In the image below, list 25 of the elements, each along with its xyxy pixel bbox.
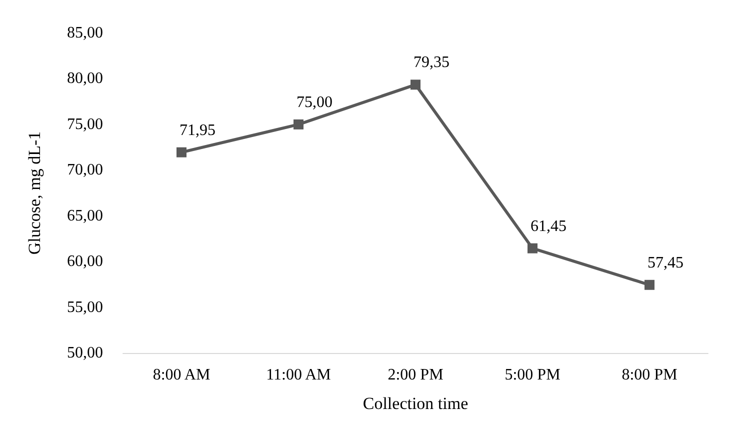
y-tick-label: 70,00: [67, 162, 103, 179]
x-tick-label: 8:00 AM: [152, 366, 210, 384]
point: [644, 280, 654, 290]
point: [528, 243, 538, 254]
data-label: 61,45: [530, 218, 566, 235]
point: [176, 147, 186, 158]
x-tick-label: 5:00 PM: [504, 366, 560, 384]
y-tick-label: 75,00: [67, 116, 103, 133]
data-label: 79,35: [414, 54, 450, 72]
point: [294, 119, 304, 130]
y-tick-label: 85,00: [67, 24, 103, 42]
y-tick-label: 60,00: [67, 253, 103, 270]
y-tick-label: 50,00: [67, 344, 103, 362]
y-tick-label: 80,00: [67, 70, 103, 88]
point: [410, 80, 420, 90]
y-tick-label: 55,00: [67, 298, 103, 316]
x-tick-label: 8:00 PM: [622, 366, 678, 384]
x-tick-label: 2:00 PM: [388, 366, 444, 384]
x-axis-title: Collection time: [362, 394, 468, 413]
x-tick-label: 11:00 AM: [266, 366, 331, 384]
data-label: 75,00: [296, 94, 332, 111]
data-label: 71,95: [180, 122, 216, 139]
y-tick-label: 65,00: [67, 207, 103, 224]
data-label: 57,45: [648, 254, 684, 272]
y-axis-title: Glucose, mg dL-1: [25, 131, 44, 255]
